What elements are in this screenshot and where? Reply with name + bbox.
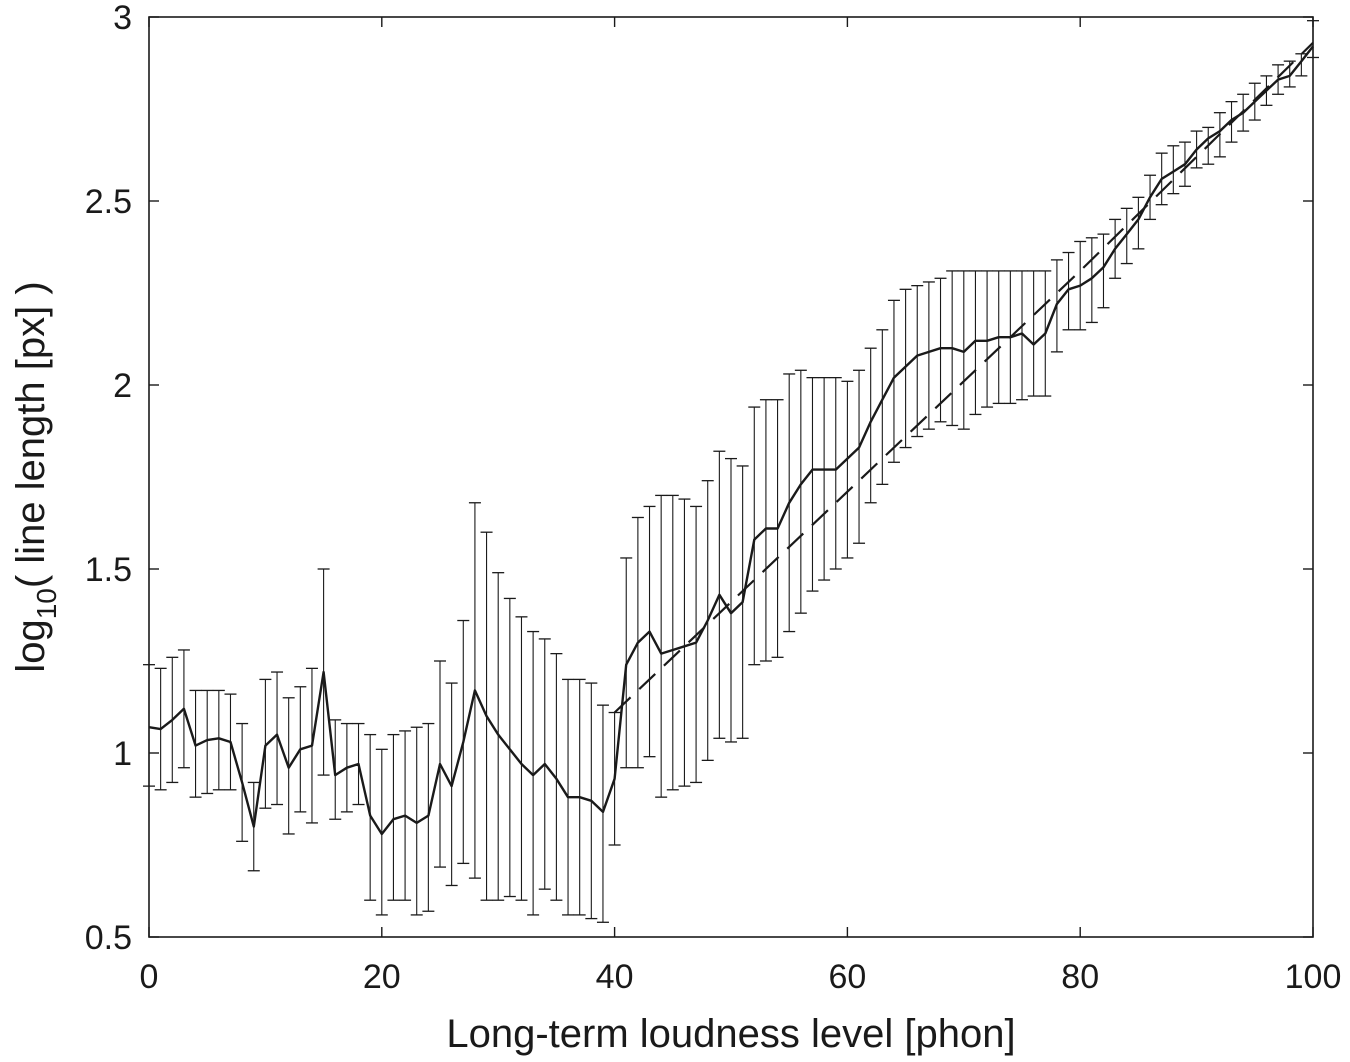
error-bar bbox=[1027, 270, 1040, 397]
y-tick-label: 0.5 bbox=[85, 919, 132, 957]
y-tick-label: 2.5 bbox=[85, 183, 132, 221]
error-bar bbox=[806, 376, 819, 592]
x-tick-label: 60 bbox=[828, 958, 866, 996]
error-bar bbox=[899, 288, 912, 449]
error-bar bbox=[678, 498, 691, 787]
error-bar bbox=[794, 369, 807, 614]
y-tick-label: 1.5 bbox=[85, 551, 132, 589]
error-bar bbox=[957, 270, 970, 430]
x-axis-label: Long-term loudness level [phon] bbox=[446, 1012, 1015, 1056]
error-bar bbox=[410, 726, 423, 916]
plot-area bbox=[148, 16, 1314, 938]
y-tick-label: 2 bbox=[113, 367, 132, 405]
error-bar bbox=[981, 270, 994, 408]
error-bar bbox=[934, 277, 947, 423]
error-bar bbox=[259, 678, 272, 809]
error-bar bbox=[818, 376, 831, 581]
error-bar bbox=[387, 733, 400, 901]
error-bar bbox=[1016, 270, 1028, 401]
error-bar bbox=[748, 406, 761, 666]
y-tick-label: 1 bbox=[113, 735, 132, 773]
error-bar bbox=[829, 376, 842, 570]
error-bar bbox=[1097, 233, 1110, 309]
y-tick-label: 3 bbox=[113, 0, 132, 37]
error-bar bbox=[1167, 145, 1180, 195]
error-bar bbox=[725, 457, 737, 743]
error-bar bbox=[969, 270, 982, 416]
axis-ticks bbox=[148, 16, 1314, 938]
x-tick-label: 20 bbox=[363, 958, 401, 996]
error-bar bbox=[922, 281, 935, 430]
error-bar bbox=[887, 299, 900, 463]
error-bar bbox=[864, 347, 877, 504]
y-axis-label-suffix: ( line length [px] ) bbox=[9, 281, 53, 588]
mean-line bbox=[148, 45, 1314, 836]
error-bar bbox=[841, 380, 854, 559]
y-axis-label: log10( line length [px] ) bbox=[9, 281, 62, 672]
error-bar bbox=[1132, 196, 1145, 250]
x-tick-label: 0 bbox=[140, 958, 159, 996]
error-bar bbox=[143, 664, 155, 787]
error-bar bbox=[911, 284, 924, 438]
error-bar bbox=[666, 494, 679, 791]
error-bars bbox=[143, 20, 1319, 923]
x-tick-label: 40 bbox=[596, 958, 634, 996]
error-bar bbox=[515, 616, 528, 901]
x-tick-label: 80 bbox=[1061, 958, 1099, 996]
error-bar bbox=[876, 329, 889, 486]
error-bar bbox=[759, 399, 772, 662]
tick-labels: 0 20 40 60 80 100 0.5 1 1.5 2 2.5 3 bbox=[85, 0, 1342, 996]
axes-box bbox=[148, 16, 1314, 938]
error-bar bbox=[596, 704, 609, 923]
series-layer bbox=[148, 42, 1314, 836]
error-bar bbox=[527, 630, 540, 916]
error-bar bbox=[853, 369, 866, 544]
error-bar bbox=[201, 689, 214, 795]
y-axis-label-subscript: 10 bbox=[31, 588, 62, 619]
error-bar bbox=[422, 722, 435, 912]
error-bar bbox=[1085, 237, 1098, 324]
x-tick-label: 100 bbox=[1285, 958, 1342, 996]
error-bar bbox=[212, 689, 225, 791]
fit-line-dashed bbox=[613, 42, 1314, 714]
error-bar bbox=[655, 494, 668, 798]
error-bar bbox=[1295, 53, 1308, 77]
y-axis-label-prefix: log bbox=[9, 619, 53, 672]
error-bar bbox=[690, 505, 703, 784]
